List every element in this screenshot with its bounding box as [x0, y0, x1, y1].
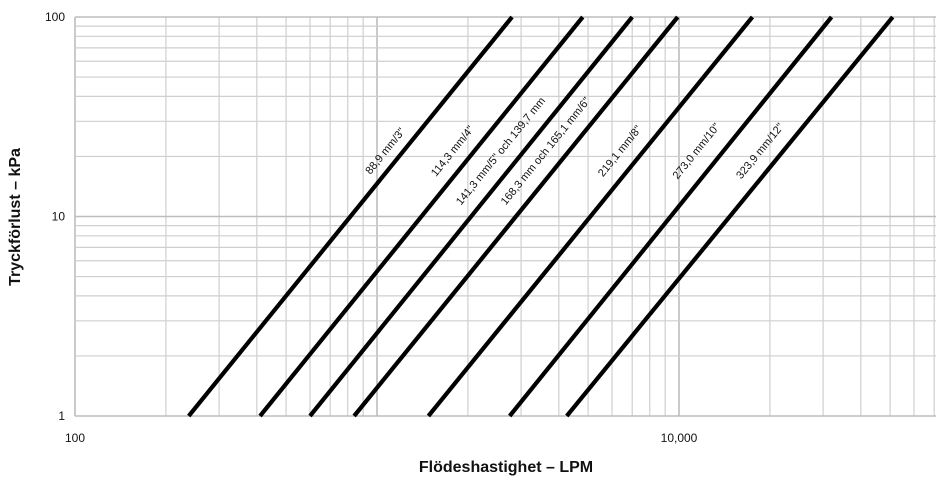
x-tick-label: 10,000: [661, 431, 698, 445]
series-line: [258, 15, 585, 418]
series-lines: [187, 15, 895, 418]
x-axis-title: Flödeshastighet – LPM: [419, 459, 593, 476]
series-label: 168,3 mm och 165,1 mm/6": [499, 95, 593, 207]
series-line: [508, 15, 834, 418]
chart-grid: [74, 16, 936, 417]
y-axis-title: Tryckförlust – kPa: [7, 148, 24, 286]
tick-labels: 100 10,000 1 10 100: [45, 10, 698, 445]
y-tick-label: 1: [58, 409, 65, 423]
x-tick-label: 100: [65, 431, 85, 445]
series-label: 114,3 mm/4": [429, 124, 477, 179]
series-label: 219,1 mm/8": [596, 123, 644, 179]
series-line: [187, 15, 514, 418]
y-tick-label: 10: [52, 210, 66, 224]
series-line: [565, 15, 895, 418]
y-tick-label: 100: [45, 10, 65, 24]
series-line: [426, 15, 755, 418]
series-line: [308, 15, 634, 418]
series-line: [352, 15, 680, 418]
